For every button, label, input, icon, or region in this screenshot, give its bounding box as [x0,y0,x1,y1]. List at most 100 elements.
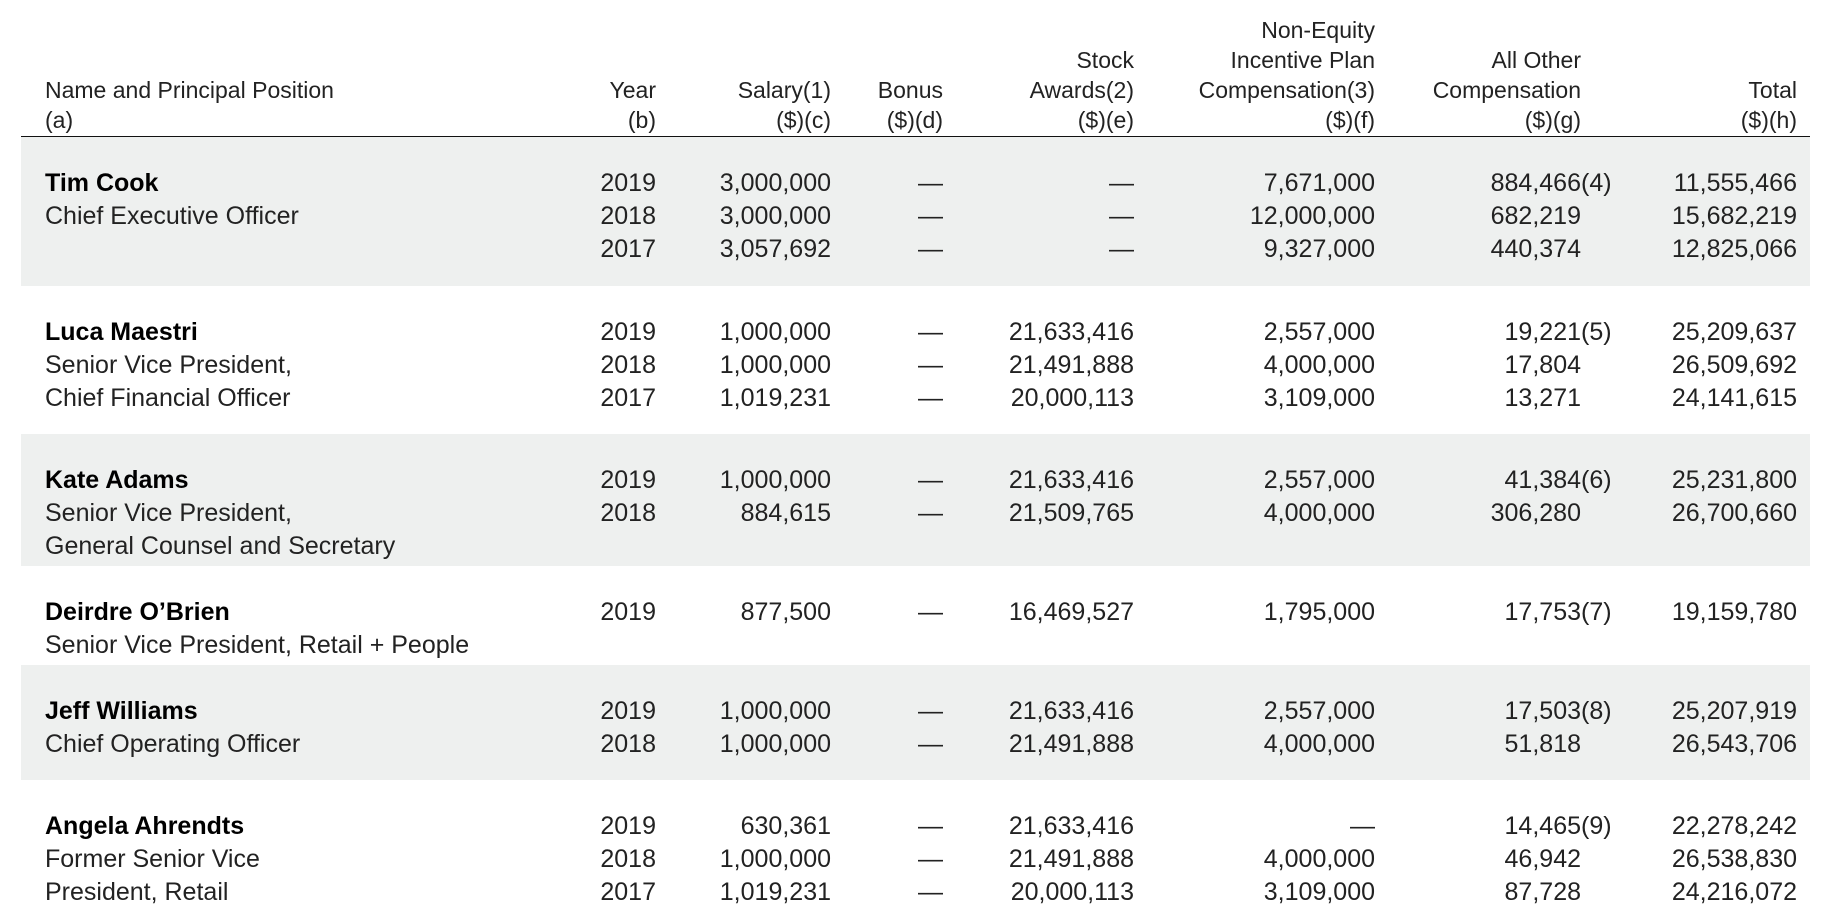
nonequity-value-text: 2,557,000 [1263,697,1375,725]
bonus-cell: — — [918,695,943,761]
bonus-value-text: — [918,169,943,197]
year-value-text: 2018 [600,845,656,873]
other-value-text: 17,804 [1504,351,1581,379]
nonequity-value-text: 2,557,000 [1263,318,1375,346]
year-value-text: 2019 [600,318,656,346]
nonequity-value-text: 4,000,000 [1263,730,1375,758]
bonus-value-text: — [918,235,943,263]
other-value: 41,384 (6) [1491,464,1612,497]
salary-value: 877,500 [741,596,831,629]
total-value: 25,231,800 [1672,464,1797,497]
other-value: 87,728 [1505,876,1581,909]
nonequity-value: 9,327,000 [1250,233,1375,266]
nonequity-value: 4,000,000 [1264,843,1375,876]
header-line: Compensation(3) [1198,77,1375,103]
total-value: 25,209,637 [1672,316,1797,349]
other-value: 682,219 [1491,200,1581,233]
salary-value: 1,000,000 [720,316,831,349]
total-value: 22,278,242 [1672,810,1797,843]
year-value: 2017 [600,382,656,415]
salary-value: 1,000,000 [720,843,831,876]
bonus-value: — [918,728,943,761]
executive-name: Kate Adams [45,466,189,494]
other-value-text: 14,465 [1504,812,1581,840]
stock-value-text: 21,491,888 [1008,351,1134,379]
year-cell: 2019 2018 2017 [600,810,656,909]
executive-row-group: Kate Adams Senior Vice President, General … [21,434,1810,566]
stock-value: — [1109,167,1134,200]
nonequity-value: 7,671,000 [1250,167,1375,200]
stock-value: 16,469,527 [1009,596,1134,629]
nonequity-value-text: 3,109,000 [1263,878,1375,906]
year-value-text: 2018 [600,730,656,758]
salary-value-text: 630,361 [740,812,831,840]
bonus-value-text: — [918,351,943,379]
year-cell: 2019 [600,596,656,629]
year-cell: 2019 2018 2017 [600,167,656,266]
year-value: 2018 [600,200,656,233]
bonus-cell: — — — [918,167,943,266]
year-value-text: 2018 [600,202,656,230]
year-value-text: 2019 [600,812,656,840]
header-line: Compensation [1432,77,1581,103]
other-value: 440,374 [1491,233,1581,266]
executive-row-group: Jeff Williams Chief Operating Officer 2019… [21,665,1810,780]
other-cell: 17,503 (8) 51,818 [1504,695,1612,761]
header-line: Non-Equity [1261,17,1375,43]
other-value-text: 440,374 [1490,235,1581,263]
stock-value-text: 21,491,888 [1008,845,1134,873]
stock-value-text: 21,509,765 [1008,499,1134,527]
year-value: 2019 [600,596,656,629]
header-line: ($)(h) [1740,107,1797,133]
bonus-value: — [918,233,943,266]
total-value: 19,159,780 [1672,596,1797,629]
other-value: 17,753 (7) [1505,596,1612,629]
bonus-cell: — — — [918,810,943,909]
nonequity-value-text: 9,327,000 [1263,235,1375,263]
other-cell: 41,384 (6) 306,280 [1491,464,1612,530]
header-line: (b) [627,107,656,133]
other-value-text: 17,503 [1504,697,1581,725]
nonequity-value: 4,000,000 [1264,728,1375,761]
header-other: All Other Compensation ($)(g) [1433,45,1581,135]
name-position-cell: Kate Adams Senior Vice President, General … [45,464,395,563]
executive-title: Chief Executive Officer [45,202,299,230]
footnote-ref: (4) [1581,169,1612,197]
footnote-ref: (9) [1581,812,1612,840]
total-value-text: 25,231,800 [1671,466,1797,494]
bonus-value: — [918,695,943,728]
salary-value-text: 1,000,000 [719,697,831,725]
executive-name: Tim Cook [45,169,159,197]
total-cell: 25,231,800 26,700,660 [1672,464,1797,530]
bonus-value: — [918,349,943,382]
bonus-value: — [918,316,943,349]
total-value: 26,509,692 [1672,349,1797,382]
nonequity-cell: 2,557,000 4,000,000 [1264,695,1375,761]
total-cell: 11,555,466 15,682,219 12,825,066 [1672,167,1797,266]
bonus-value: — [918,497,943,530]
salary-value-text: 3,000,000 [719,202,831,230]
salary-value-text: 1,000,000 [719,730,831,758]
nonequity-value: 2,557,000 [1264,316,1375,349]
bonus-value-text: — [918,499,943,527]
nonequity-value: 4,000,000 [1264,349,1375,382]
salary-value-text: 1,019,231 [719,878,831,906]
bonus-value-text: — [918,318,943,346]
year-value: 2018 [600,843,656,876]
stock-value: 21,491,888 [1009,728,1134,761]
header-line: Awards(2) [1029,77,1134,103]
year-value: 2017 [600,876,656,909]
total-value-text: 19,159,780 [1671,598,1797,626]
nonequity-value: 3,109,000 [1264,382,1375,415]
year-value-text: 2017 [600,878,656,906]
total-value-text: 12,825,066 [1671,235,1797,263]
header-total: Total ($)(h) [1741,75,1797,135]
nonequity-cell: 7,671,000 12,000,000 9,327,000 [1250,167,1375,266]
year-value: 2018 [600,349,656,382]
year-value: 2019 [600,167,656,200]
bonus-cell: — — — [918,316,943,415]
year-value-text: 2019 [600,598,656,626]
header-line: ($)(g) [1524,107,1581,133]
year-cell: 2019 2018 [600,464,656,530]
header-line: Total [1748,77,1797,103]
